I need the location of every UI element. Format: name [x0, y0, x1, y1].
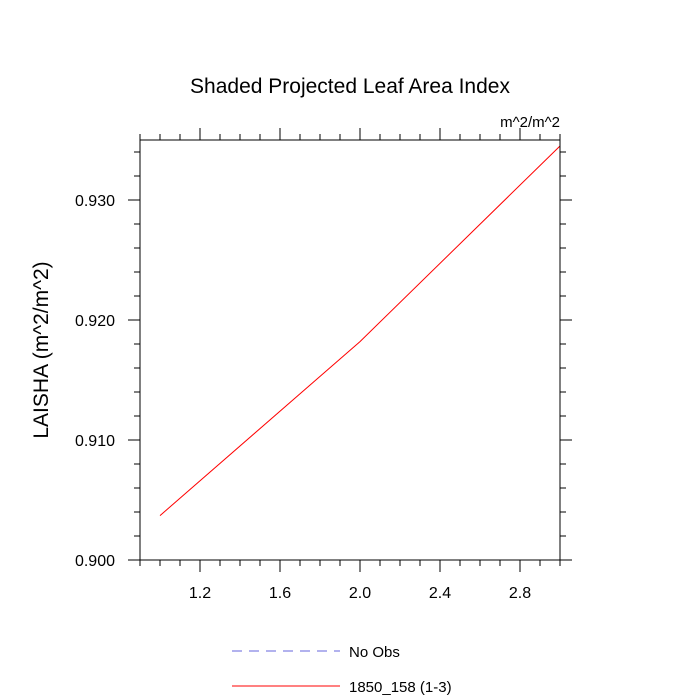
x-tick-label: 2.4 [429, 585, 451, 602]
x-tick-label: 1.6 [269, 585, 291, 602]
x-tick-label: 1.2 [189, 585, 211, 602]
axis-ticks [128, 128, 572, 572]
axis-tick-labels: 1.2 1.6 2.0 2.4 2.8 0.900 0.910 0.920 0.930 [75, 193, 531, 602]
y-tick-label: 0.930 [75, 193, 115, 210]
y-tick-label: 0.910 [75, 433, 115, 450]
y-tick-label: 0.920 [75, 313, 115, 330]
legend-label-1: 1850_158 (1-3) [349, 679, 452, 696]
legend: No Obs 1850_158 (1-3) [232, 644, 452, 696]
x-tick-label: 2.0 [349, 585, 371, 602]
units-label: m^2/m^2 [500, 114, 560, 131]
plot-frame [139, 139, 561, 561]
chart-title: Shaded Projected Leaf Area Index [190, 75, 510, 98]
legend-label-0: No Obs [349, 644, 400, 661]
x-tick-label: 2.8 [509, 585, 531, 602]
series-line-1 [159, 145, 561, 516]
series-lines [159, 145, 561, 516]
y-axis-label: LAISHA (m^2/m^2) [30, 261, 53, 438]
y-tick-label: 0.900 [75, 553, 115, 570]
